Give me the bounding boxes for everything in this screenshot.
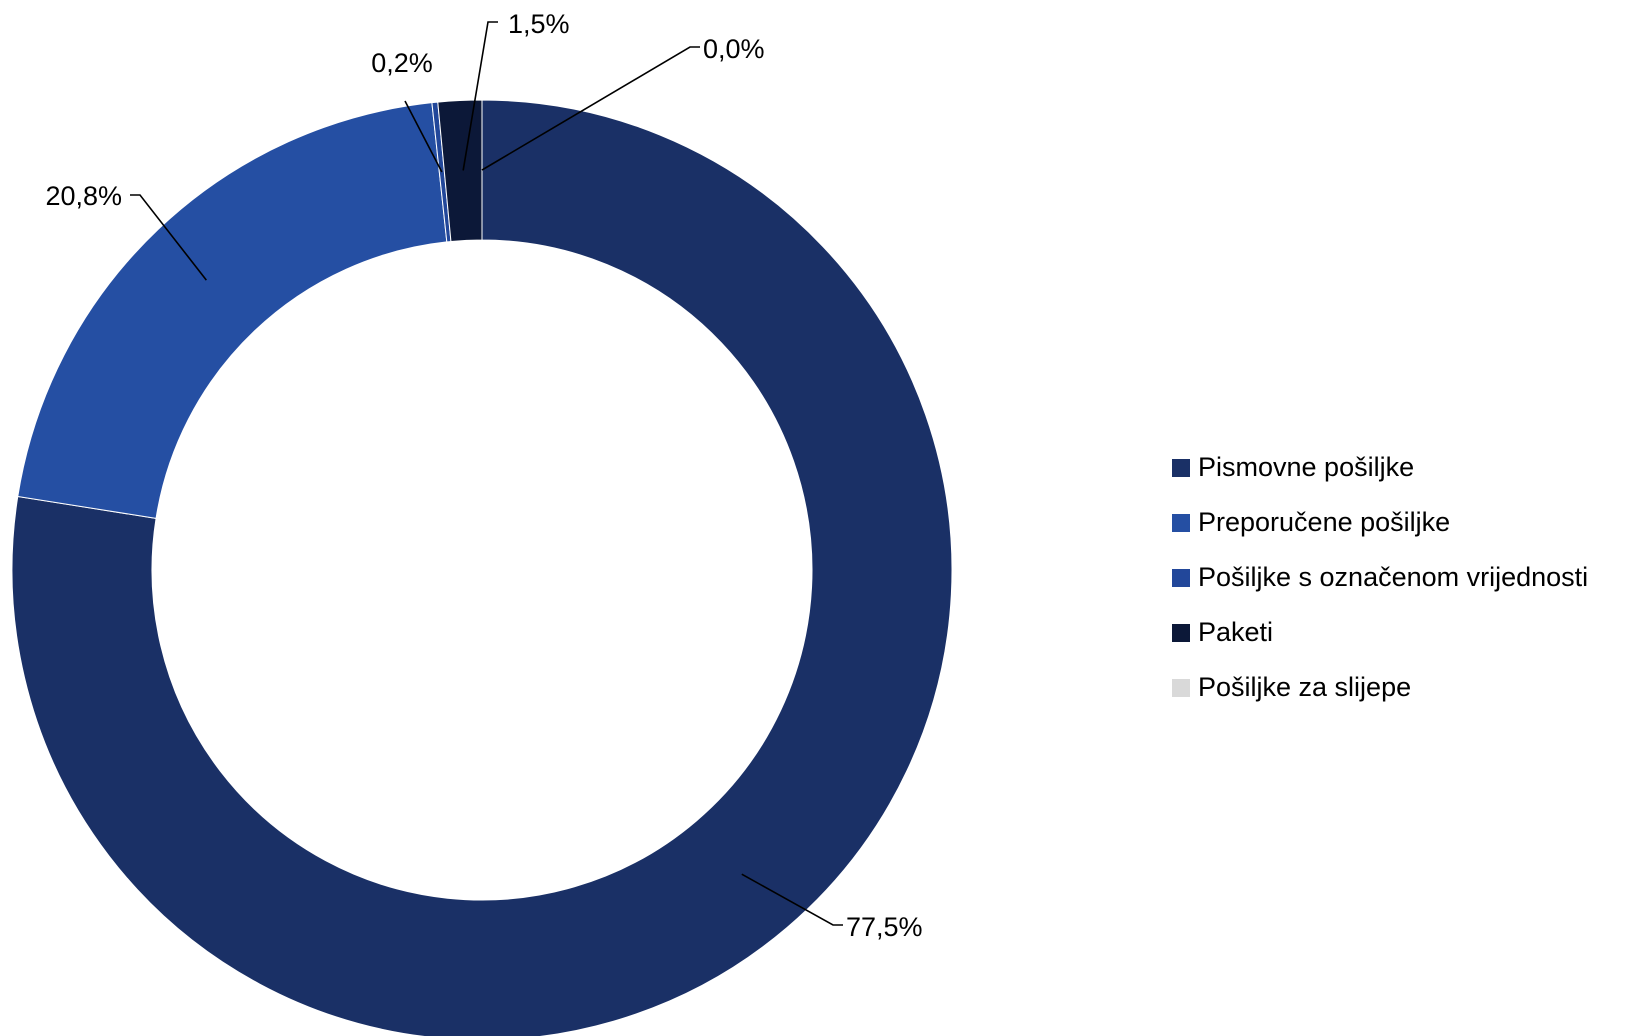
leader-line-1 — [741, 873, 843, 926]
legend-swatch — [1172, 568, 1190, 587]
legend-item: Pismovne pošiljke — [1172, 440, 1588, 495]
legend-swatch — [1172, 623, 1190, 642]
slice-1 — [11, 99, 953, 1036]
legend-item: Pošiljke za slijepe — [1172, 660, 1588, 715]
data-label-2: 20,8% — [45, 181, 122, 211]
slice-4 — [437, 99, 483, 243]
leader-line-2 — [130, 194, 207, 281]
data-label-1: 77,5% — [846, 912, 923, 942]
legend-swatch — [1172, 678, 1190, 697]
data-label-4: 1,5% — [508, 9, 570, 39]
chart-data-labels: 0,0% 77,5% 20,8% 0,2% 1,5% — [45, 9, 922, 942]
slice-2 — [17, 102, 448, 519]
legend-label: Pismovne pošiljke — [1198, 452, 1415, 482]
chart-legend: Pismovne pošiljke Preporučene pošiljke Poš… — [1172, 440, 1588, 715]
leader-line-5 — [481, 46, 700, 171]
legend-item: Preporučene pošiljke — [1172, 495, 1588, 550]
data-label-5: 0,0% — [703, 34, 765, 64]
legend-swatch — [1172, 513, 1190, 532]
leader-line-4 — [462, 21, 498, 171]
legend-label: Preporučene pošiljke — [1198, 507, 1451, 537]
leader-line-3 — [404, 100, 443, 173]
chart-slices — [11, 99, 953, 1036]
legend-label: Pošiljke s označenom vrijednosti — [1198, 562, 1589, 592]
chart-leader-lines — [130, 21, 843, 926]
legend-label: Pošiljke za slijepe — [1198, 672, 1412, 702]
data-label-3: 0,2% — [371, 48, 433, 78]
legend-label: Paketi — [1198, 617, 1274, 647]
legend-swatch — [1172, 458, 1190, 477]
legend-item: Pošiljke s označenom vrijednosti — [1172, 550, 1588, 605]
legend-item: Paketi — [1172, 605, 1588, 660]
